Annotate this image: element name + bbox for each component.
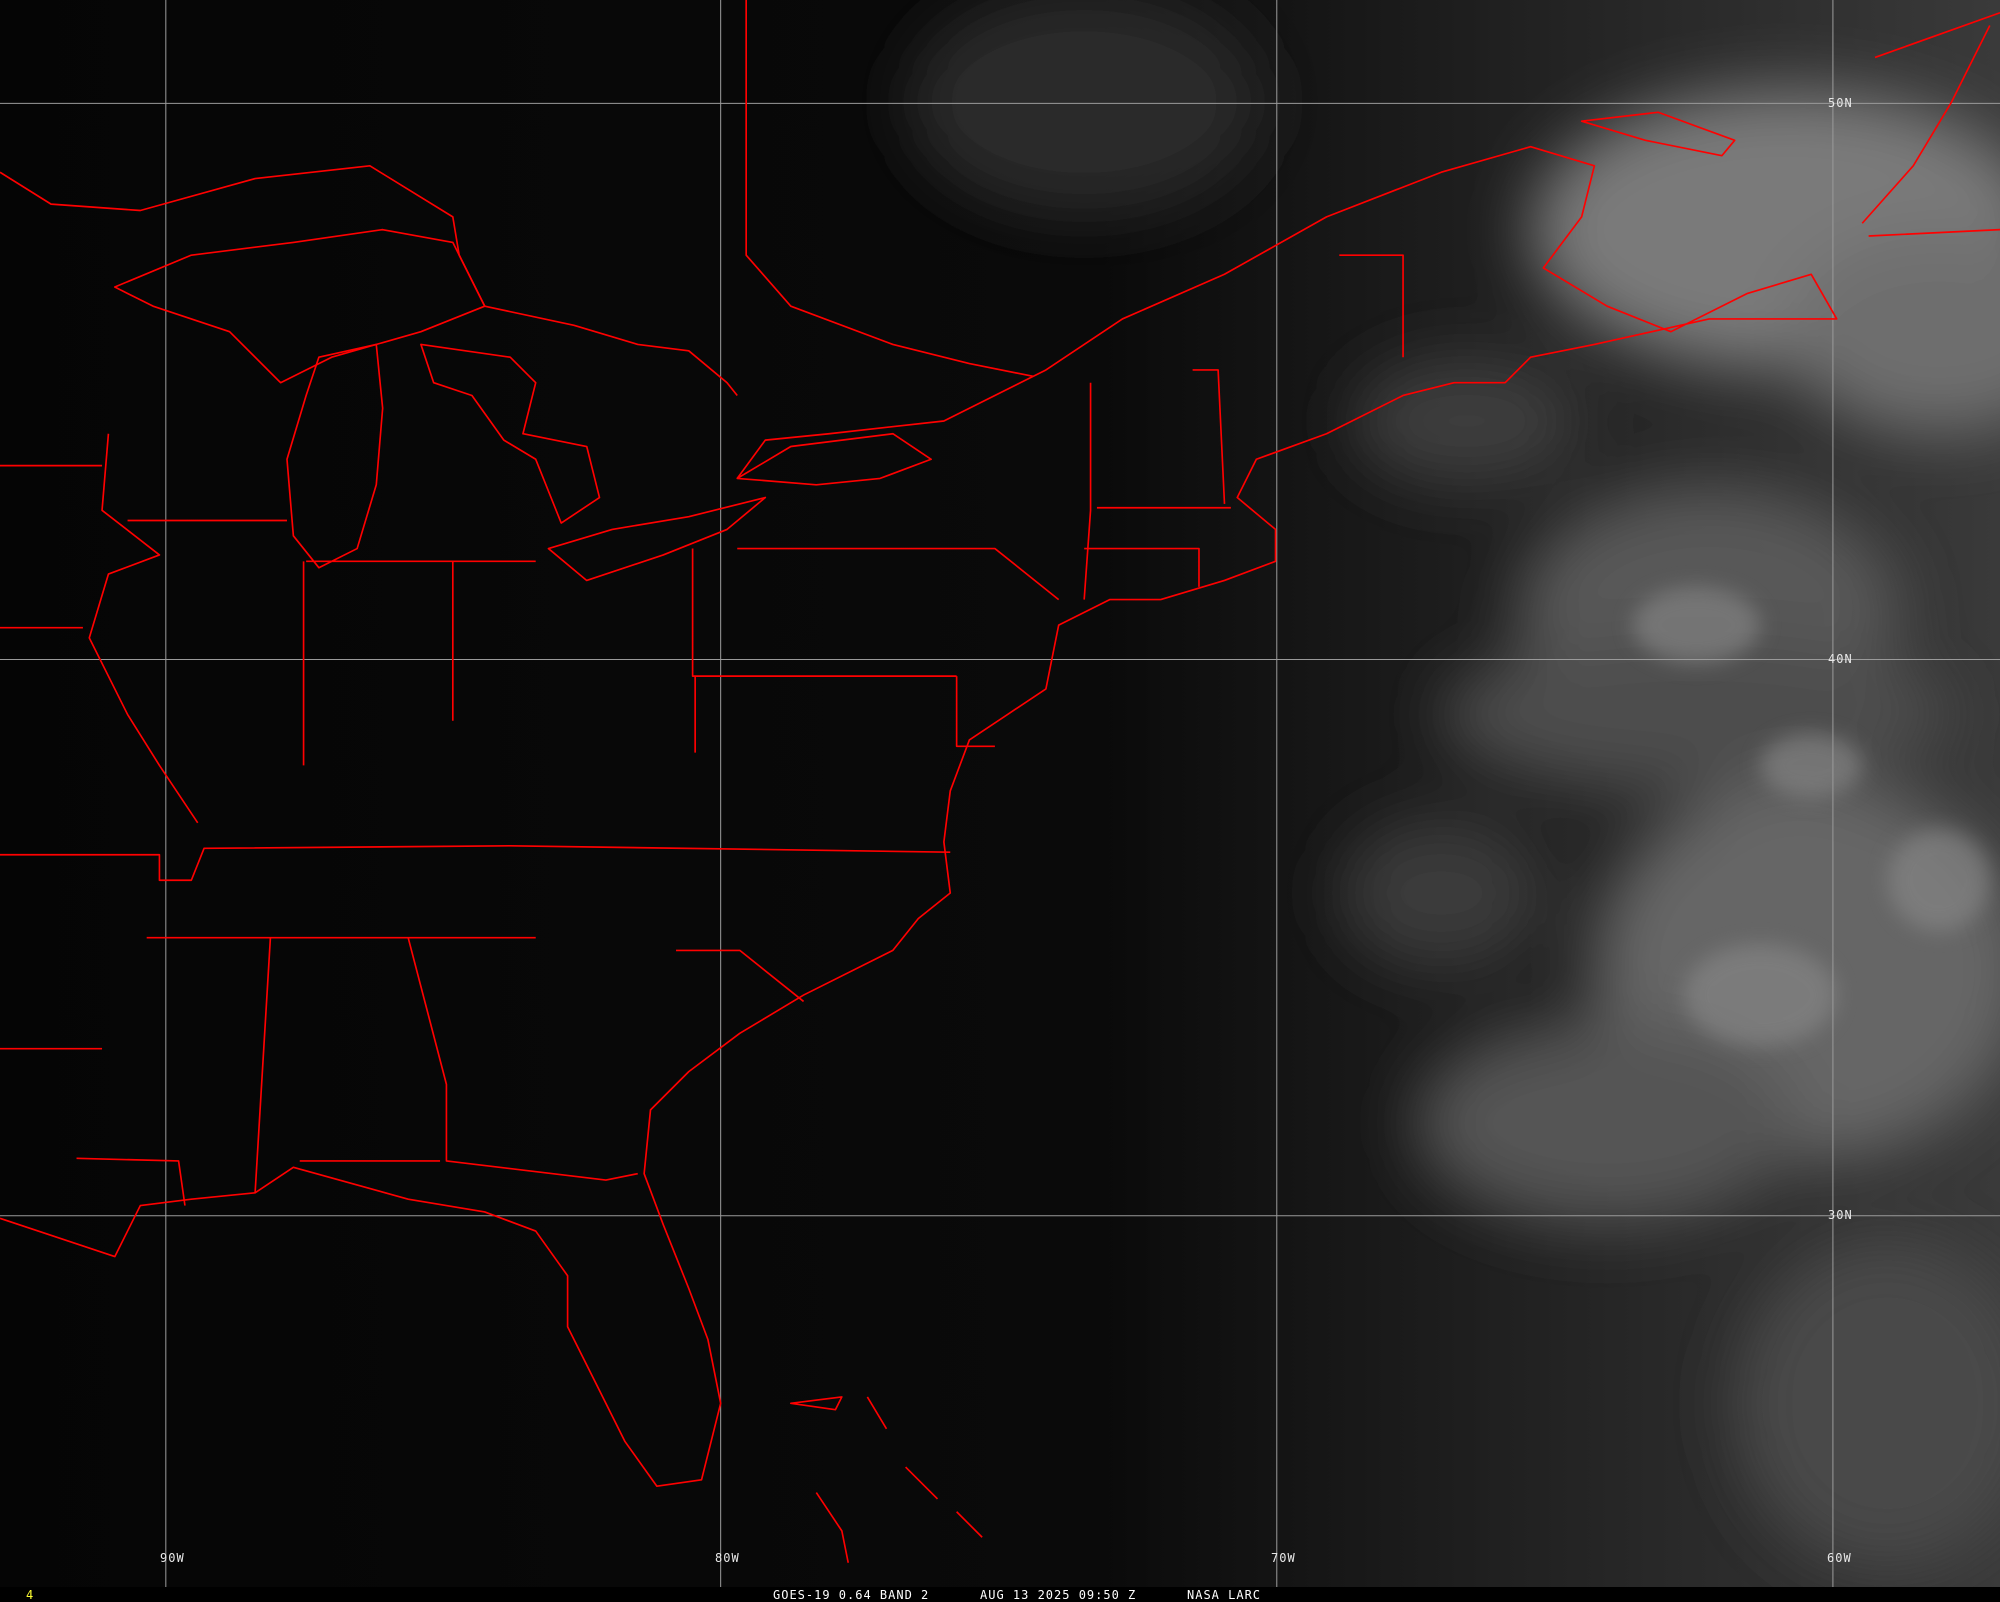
lat-label-30n: 30N <box>1828 1208 1853 1222</box>
lon-label-60w: 60W <box>1827 1551 1852 1565</box>
political-boundaries <box>0 0 2000 1563</box>
lon-label-80w: 80W <box>715 1551 740 1565</box>
bahamas <box>789 1396 983 1563</box>
newfoundland <box>1580 111 1736 157</box>
lon-label-90w: 90W <box>160 1551 185 1565</box>
lake-erie <box>547 496 767 582</box>
lake-superior <box>113 228 486 384</box>
lake-huron <box>420 343 601 524</box>
lat-label-50n: 50N <box>1828 96 1853 110</box>
lon-label-70w: 70W <box>1271 1551 1296 1565</box>
lake-ontario <box>736 432 932 486</box>
lat-label-40n: 40N <box>1828 652 1853 666</box>
caption-satellite: GOES-19 0.64 BAND 2 <box>773 1588 930 1602</box>
lake-michigan <box>286 343 384 569</box>
state-lines <box>0 254 1404 1206</box>
coastline-us-east <box>0 145 1838 1488</box>
labrador-coast <box>1861 11 2000 237</box>
hudson-coast <box>745 0 1034 378</box>
frame-number: 4 <box>26 1588 35 1602</box>
caption-source: NASA LARC <box>1187 1588 1262 1602</box>
cloud-field <box>905 0 2000 1570</box>
caption-datetime: AUG 13 2025 09:50 Z <box>980 1588 1137 1602</box>
